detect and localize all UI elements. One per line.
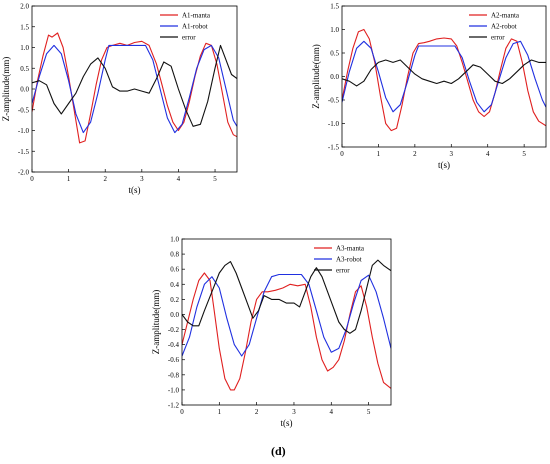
x-tick-label: 4	[486, 150, 490, 158]
y-tick-label: 0.2	[170, 296, 179, 304]
x-axis-label: t(s)	[438, 160, 450, 170]
x-tick-label: 1	[377, 150, 381, 158]
legend-entry: A1-manta	[182, 12, 211, 20]
x-tick-label: 1	[67, 175, 71, 183]
legend-entry: A1-robot	[182, 23, 208, 31]
y-tick-label: -1.0	[168, 386, 180, 394]
x-tick-label: 5	[213, 175, 217, 183]
x-tick-label: 3	[450, 150, 454, 158]
x-tick-label: 5	[522, 150, 526, 158]
y-tick-label: 1.0	[330, 26, 339, 34]
y-tick-label: 0.8	[170, 251, 179, 259]
y-tick-label: 1.0	[170, 236, 179, 244]
y-tick-label: 2.0	[20, 3, 29, 11]
subfigure-label: (d)	[271, 444, 286, 458]
series-line-a1-manta	[32, 32, 237, 144]
x-tick-label: 2	[255, 408, 259, 416]
y-tick-label: -0.2	[168, 326, 180, 334]
x-tick-label: 0	[340, 150, 344, 158]
legend-entry: A3-robot	[336, 256, 362, 264]
y-tick-label: 0.5	[20, 65, 29, 73]
series-line-a3-robot	[182, 273, 391, 357]
y-tick-label: -1.5	[328, 144, 340, 152]
series-line-error	[32, 44, 237, 127]
series-line-error	[342, 59, 546, 87]
y-tick-label: 0.4	[170, 281, 179, 289]
y-tick-label: 0.5	[330, 50, 339, 58]
chart-1: 0 1 2 3 4 5 -2.0 -1.5 -1.0 -0.5 0.0 0.5 1.0 1.5 2.0 t(s…	[1, 3, 238, 195]
y-tick-label: -0.8	[168, 371, 180, 379]
y-tick-label: 1.5	[20, 23, 29, 31]
y-tick-label: -2.0	[18, 169, 30, 177]
y-tick-label: -1.0	[328, 120, 340, 128]
y-tick-label: -1.2	[168, 402, 180, 410]
x-tick-label: 2	[103, 175, 107, 183]
legend: A1-manta A1-robot error	[160, 12, 211, 42]
x-tick-label: 1	[218, 408, 222, 416]
y-tick-label: -0.5	[18, 106, 30, 114]
series-line-a1-robot	[32, 44, 237, 134]
legend-entry: A2-manta	[491, 12, 520, 20]
series-line-a3-manta	[182, 272, 391, 391]
legend-entry: error	[336, 267, 350, 275]
y-tick-label: 1.5	[330, 3, 339, 11]
y-tick-label: -0.5	[328, 97, 340, 105]
plot-frame	[181, 238, 392, 406]
y-axis-label: Z-amplitude(mm)	[151, 290, 161, 354]
y-tick-label: 0.0	[170, 311, 179, 319]
y-tick-label: 0.0	[20, 86, 29, 94]
y-tick-label: -1.5	[18, 148, 30, 156]
x-axis-label: t(s)	[281, 418, 293, 428]
x-tick-label: 5	[367, 408, 371, 416]
chart-2: 0 1 2 3 4 5 -1.5 -1.0 -0.5 0.0 0.5 1.0 1.5 t(s) Z-ampl…	[311, 3, 547, 170]
x-axis-label: t(s)	[129, 185, 141, 195]
legend-entry: error	[491, 34, 505, 42]
x-tick-label: 0	[180, 408, 184, 416]
chart-3: 0 1 2 3 4 5 -1.2 -1.0 -0.8 -0.6 -0.4 -0.2 0.0 0.2 0.4 0…	[151, 236, 392, 428]
y-axis-label: Z-amplitude(mm)	[1, 57, 11, 121]
x-tick-label: 2	[413, 150, 417, 158]
legend: A3-manta A3-robot error	[314, 245, 365, 275]
y-tick-label: -0.6	[168, 356, 180, 364]
series-line-a2-robot	[342, 40, 546, 113]
y-tick-label: -0.4	[168, 341, 180, 349]
x-tick-label: 0	[30, 175, 34, 183]
legend-entry: A3-manta	[336, 245, 365, 253]
legend-entry: error	[182, 34, 196, 42]
x-tick-label: 4	[177, 175, 181, 183]
y-tick-label: 0.6	[170, 266, 179, 274]
series-line-a2-manta	[342, 28, 546, 132]
legend: A2-manta A2-robot error	[469, 12, 520, 42]
x-tick-label: 3	[140, 175, 144, 183]
series-line-error	[182, 259, 391, 334]
y-tick-label: 0.0	[330, 73, 339, 81]
y-axis-label: Z-amplitude(mm)	[311, 44, 321, 108]
x-tick-label: 3	[292, 408, 296, 416]
legend-entry: A2-robot	[491, 23, 517, 31]
y-tick-label: 1.0	[20, 44, 29, 52]
y-tick-label: -1.0	[18, 127, 30, 135]
x-tick-label: 4	[330, 408, 334, 416]
